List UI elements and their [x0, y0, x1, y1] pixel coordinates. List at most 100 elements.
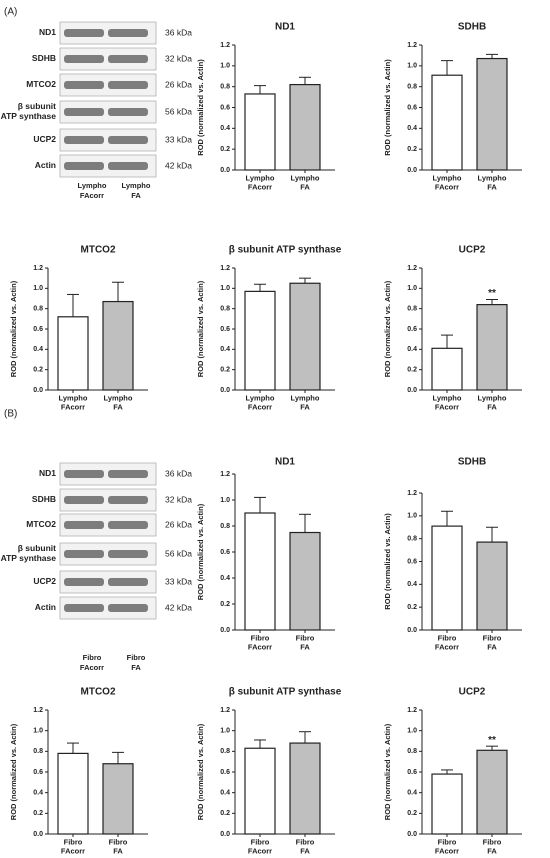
- blot-band: [64, 521, 104, 529]
- y-tick-label: 0.6: [220, 549, 230, 556]
- y-tick-label: 1.0: [407, 513, 417, 520]
- blot-band: [64, 29, 104, 37]
- bar: [431, 347, 463, 391]
- blot-band: [108, 55, 148, 63]
- blot-band: [108, 550, 148, 558]
- chart-title: β subunit ATP synthase: [229, 687, 342, 698]
- y-tick-label: 1.2: [220, 707, 230, 714]
- chart-title: SDHB: [458, 457, 486, 468]
- kda-label: 42 kDa: [165, 160, 192, 170]
- x-tick-label: Lympho FAcorr: [246, 173, 275, 191]
- x-tick-label: Lympho FAcorr: [59, 393, 88, 411]
- bar: [476, 749, 508, 835]
- significance: **: [488, 288, 496, 299]
- bar: [244, 290, 276, 391]
- blot-band: [108, 470, 148, 478]
- bar: [57, 752, 89, 835]
- y-axis-label: ROD (normalized vs. Actin): [196, 503, 205, 600]
- x-tick-label: Lympho FA: [104, 393, 133, 411]
- y-tick-label: 0.6: [220, 326, 230, 333]
- y-tick-label: 1.2: [33, 265, 43, 272]
- y-axis-label: ROD (normalized vs. Actin): [9, 280, 18, 377]
- x-tick-label: Fibro FA: [483, 837, 502, 855]
- bar: [244, 747, 276, 835]
- kda-label: 33 kDa: [165, 134, 192, 144]
- lane-label: Lympho FAcorr: [78, 181, 107, 200]
- x-tick-label: Fibro FAcorr: [248, 633, 272, 651]
- bar: [289, 742, 321, 835]
- chart-title: MTCO2: [81, 687, 116, 698]
- y-tick-label: 0.0: [33, 831, 43, 838]
- y-axis-label: ROD (normalized vs. Actin): [196, 59, 205, 156]
- kda-label: 42 kDa: [165, 602, 192, 612]
- bar: [289, 282, 321, 391]
- y-tick-label: 0.6: [220, 769, 230, 776]
- x-tick-label: Lympho FA: [478, 173, 507, 191]
- bar: [431, 74, 463, 171]
- bar: [431, 773, 463, 835]
- blot-band: [108, 496, 148, 504]
- bar: [289, 531, 321, 631]
- panel-label: (A): [4, 7, 17, 18]
- y-tick-label: 0.0: [220, 627, 230, 634]
- kda-label: 33 kDa: [165, 576, 192, 586]
- y-tick-label: 0.2: [407, 367, 417, 374]
- y-tick-label: 0.2: [220, 146, 230, 153]
- blot-band: [64, 81, 104, 89]
- y-axis-label: ROD (normalized vs. Actin): [383, 513, 392, 610]
- y-tick-label: 1.0: [407, 63, 417, 70]
- y-tick-label: 0.4: [220, 790, 230, 797]
- y-tick-label: 1.0: [407, 285, 417, 292]
- y-tick-label: 0.0: [220, 167, 230, 174]
- chart-title: β subunit ATP synthase: [229, 245, 342, 256]
- bar: [57, 316, 89, 391]
- x-tick-label: Fibro FAcorr: [435, 837, 459, 855]
- protein-label: SDHB: [32, 494, 56, 504]
- y-tick-label: 0.6: [407, 769, 417, 776]
- protein-label: ND1: [39, 468, 56, 478]
- y-tick-label: 0.4: [407, 790, 417, 797]
- lane-label: Fibro FA: [127, 653, 146, 672]
- y-tick-label: 0.8: [220, 306, 230, 313]
- y-tick-label: 0.0: [407, 831, 417, 838]
- y-tick-label: 0.0: [407, 387, 417, 394]
- protein-label: MTCO2: [26, 519, 56, 529]
- y-tick-label: 0.0: [407, 167, 417, 174]
- bar: [476, 57, 508, 171]
- blot-band: [108, 108, 148, 116]
- kda-label: 26 kDa: [165, 79, 192, 89]
- y-tick-label: 0.6: [33, 326, 43, 333]
- y-axis-label: ROD (normalized vs. Actin): [9, 723, 18, 820]
- blot-band: [64, 136, 104, 144]
- x-tick-label: Fibro FAcorr: [248, 837, 272, 855]
- protein-label: UCP2: [33, 134, 56, 144]
- blot-band: [64, 578, 104, 586]
- x-tick-label: Lympho FAcorr: [246, 393, 275, 411]
- protein-label: ND1: [39, 27, 56, 37]
- y-tick-label: 0.4: [33, 790, 43, 797]
- blot-band: [64, 550, 104, 558]
- kda-label: 36 kDa: [165, 468, 192, 478]
- blot-band: [108, 578, 148, 586]
- y-axis-label: ROD (normalized vs. Actin): [383, 59, 392, 156]
- blot-band: [64, 55, 104, 63]
- bar: [476, 541, 508, 631]
- kda-label: 56 kDa: [165, 106, 192, 116]
- y-tick-label: 0.2: [220, 601, 230, 608]
- x-tick-label: Fibro FA: [296, 633, 315, 651]
- blot-band: [64, 496, 104, 504]
- kda-label: 32 kDa: [165, 53, 192, 63]
- lane-label: Fibro FAcorr: [80, 653, 104, 672]
- y-tick-label: 1.2: [407, 265, 417, 272]
- y-tick-label: 0.8: [33, 748, 43, 755]
- y-tick-label: 0.2: [220, 810, 230, 817]
- y-tick-label: 0.2: [220, 367, 230, 374]
- y-tick-label: 0.6: [407, 558, 417, 565]
- y-tick-label: 0.8: [407, 84, 417, 91]
- x-tick-label: Lympho FA: [291, 393, 320, 411]
- blot-band: [64, 470, 104, 478]
- y-tick-label: 1.2: [407, 42, 417, 49]
- kda-label: 36 kDa: [165, 27, 192, 37]
- protein-label: β subunit ATP synthase: [1, 543, 57, 563]
